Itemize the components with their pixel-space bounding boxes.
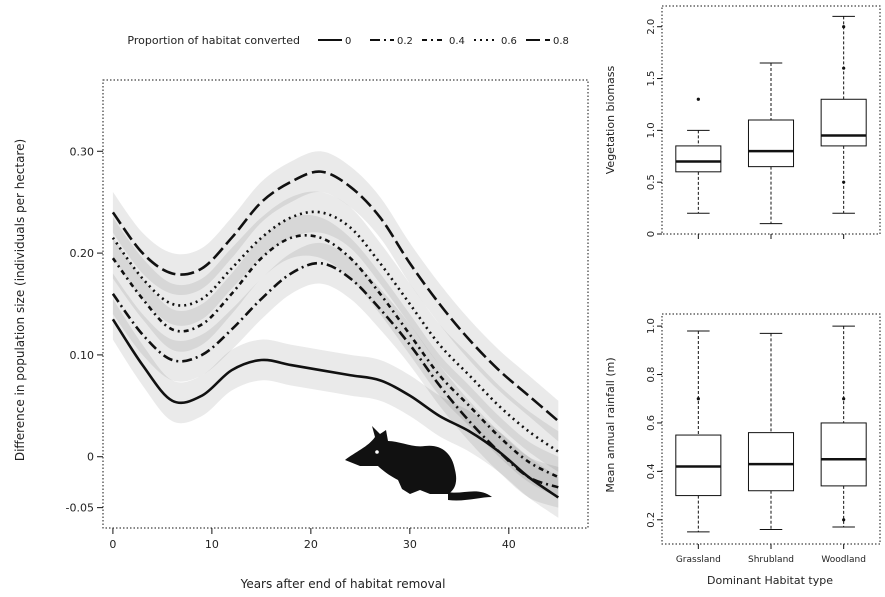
series-line-0.6: [111, 210, 560, 453]
confidence-band-0.4: [112, 214, 559, 498]
y-tick-label: 0.2: [646, 512, 657, 528]
boxplot-1-y-axis-label: Vegetation biomass: [604, 65, 617, 174]
category-label: Shrubland: [748, 555, 794, 565]
main-x-axis-label: Years after end of habitat removal: [240, 577, 446, 591]
boxplot-2-x-axis-label: Dominant Habitat type: [707, 574, 833, 587]
confidence-band-0.2: [112, 242, 559, 508]
y-tick-label: 0: [646, 231, 657, 237]
main-y-axis-label: Difference in population size (individua…: [13, 139, 27, 461]
legend-label: 0: [345, 36, 351, 47]
legend-label: 0.2: [397, 36, 413, 47]
box: [820, 98, 867, 147]
category-label: Woodland: [821, 555, 866, 565]
y-tick-label: 0.4: [646, 463, 657, 479]
mouse-silhouette-icon: [345, 426, 492, 501]
category-label: Grassland: [676, 555, 721, 565]
outlier-point: [842, 397, 846, 401]
box: [675, 145, 722, 173]
y-tick-label: 1.0: [646, 122, 657, 138]
outlier-point: [696, 97, 700, 101]
legend-title: Proportion of habitat converted: [127, 34, 300, 47]
legend-label: 0.6: [501, 36, 517, 47]
series-line-0.2: [111, 261, 559, 489]
legend-label: 0.8: [553, 36, 569, 47]
x-tick-label: 40: [502, 538, 516, 551]
confidence-band-0.6: [112, 191, 559, 473]
y-tick-label: 0.30: [70, 145, 95, 158]
box: [820, 422, 867, 487]
main-plot-frame: [102, 79, 589, 529]
y-tick-label: 1.5: [646, 71, 657, 87]
x-tick-label: 30: [403, 538, 417, 551]
legend-label: 0.4: [449, 36, 465, 47]
y-tick-label: 0.20: [70, 247, 95, 260]
outlier-point: [842, 518, 846, 522]
x-tick-label: 10: [205, 538, 219, 551]
vegetation-biomass-boxplot: 0 0.5 1.0 1.5 2.0: [646, 5, 881, 239]
series-line-0: [111, 318, 560, 499]
x-tick-label: 20: [304, 538, 318, 551]
x-tick-label: 0: [109, 538, 116, 551]
boxplot-2-y-axis-label: Mean annual rainfall (m): [604, 357, 617, 492]
y-tick-label: 0: [87, 451, 94, 464]
confidence-band-0: [112, 298, 559, 518]
y-tick-label: 0.8: [646, 367, 657, 383]
series-line-0.4: [111, 233, 559, 479]
box: [747, 119, 795, 168]
boxplot-frame: [661, 5, 881, 235]
outlier-point: [696, 397, 700, 401]
outlier-point: [842, 180, 846, 184]
outlier-point: [842, 66, 846, 70]
y-tick-label: -0.05: [66, 502, 94, 515]
y-tick-label: 0.6: [646, 415, 657, 431]
y-tick-label: 1.0: [646, 318, 657, 334]
box: [747, 432, 795, 492]
series-line-0.8: [111, 170, 560, 423]
outlier-point: [842, 25, 846, 29]
y-tick-label: 0.10: [70, 349, 95, 362]
y-tick-label: 0.5: [646, 174, 657, 190]
main-line-chart: 0 10 20 30 40 -0.05 0 0.10 0.20 0.30: [66, 79, 589, 551]
rainfall-boxplot: 0.2 0.4 0.6 0.8 1.0 Grassland Shrubland Woodlan…: [646, 313, 881, 565]
legend: Proportion of habitat converted 0 0.2 0.4 0…: [127, 34, 569, 47]
y-tick-label: 2.0: [646, 19, 657, 35]
